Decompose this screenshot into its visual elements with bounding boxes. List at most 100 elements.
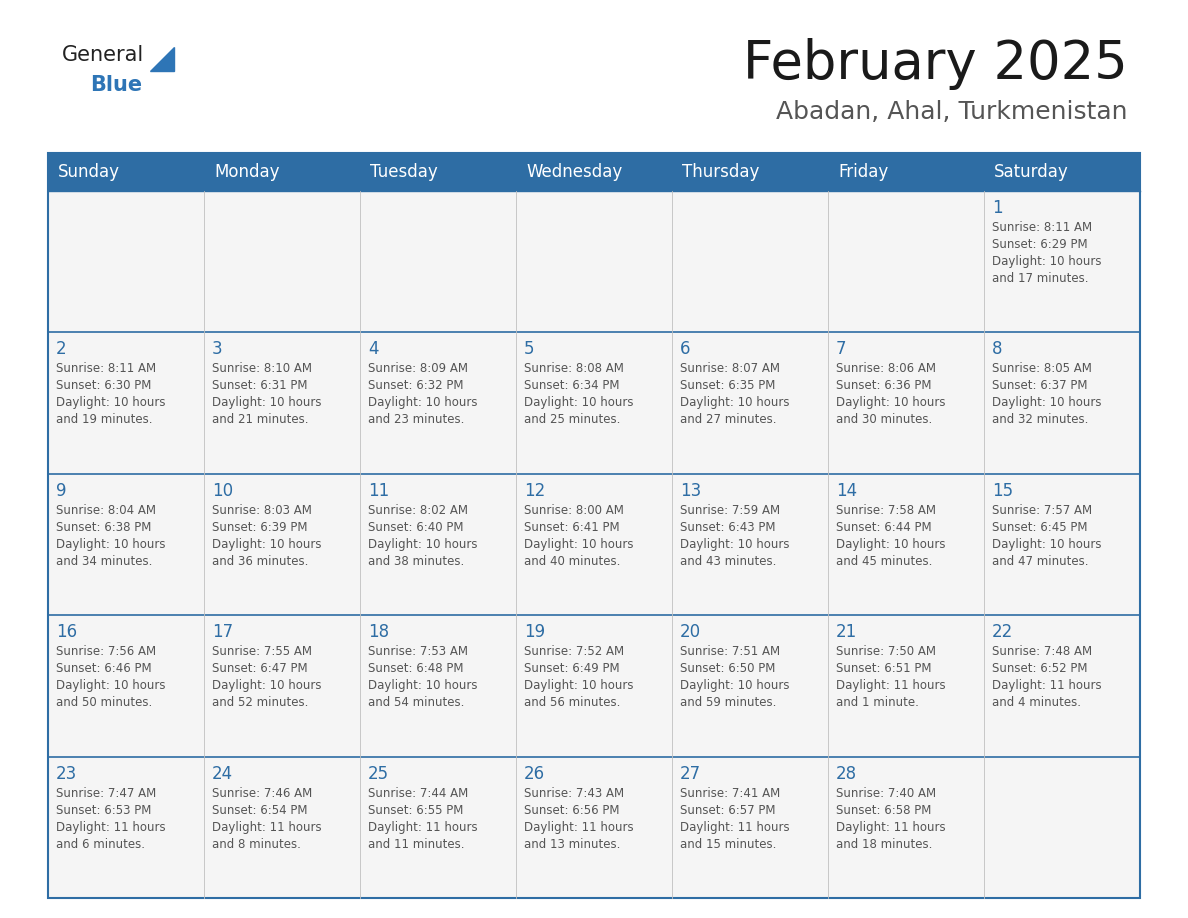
Text: 3: 3 bbox=[211, 341, 222, 358]
Bar bbox=[984, 474, 1140, 615]
Text: 6: 6 bbox=[680, 341, 690, 358]
Text: 27: 27 bbox=[680, 765, 701, 783]
Bar bbox=[984, 756, 1140, 898]
Text: Sunrise: 7:46 AM
Sunset: 6:54 PM
Daylight: 11 hours
and 8 minutes.: Sunrise: 7:46 AM Sunset: 6:54 PM Dayligh… bbox=[211, 787, 322, 851]
Text: 8: 8 bbox=[992, 341, 1003, 358]
Text: 5: 5 bbox=[524, 341, 535, 358]
Text: Sunrise: 7:57 AM
Sunset: 6:45 PM
Daylight: 10 hours
and 47 minutes.: Sunrise: 7:57 AM Sunset: 6:45 PM Dayligh… bbox=[992, 504, 1101, 568]
Text: 21: 21 bbox=[836, 623, 858, 641]
Bar bbox=[204, 332, 360, 474]
Text: Friday: Friday bbox=[838, 163, 889, 181]
Text: 1: 1 bbox=[992, 199, 1003, 217]
Bar bbox=[672, 756, 828, 898]
Text: Saturday: Saturday bbox=[994, 163, 1069, 181]
Bar bbox=[828, 615, 984, 756]
Text: 28: 28 bbox=[836, 765, 857, 783]
Bar bbox=[204, 474, 360, 615]
Text: Abadan, Ahal, Turkmenistan: Abadan, Ahal, Turkmenistan bbox=[777, 100, 1127, 124]
Bar bbox=[360, 474, 516, 615]
Text: Sunrise: 7:51 AM
Sunset: 6:50 PM
Daylight: 10 hours
and 59 minutes.: Sunrise: 7:51 AM Sunset: 6:50 PM Dayligh… bbox=[680, 645, 790, 710]
Text: Sunrise: 8:03 AM
Sunset: 6:39 PM
Daylight: 10 hours
and 36 minutes.: Sunrise: 8:03 AM Sunset: 6:39 PM Dayligh… bbox=[211, 504, 322, 568]
Text: Sunrise: 7:41 AM
Sunset: 6:57 PM
Daylight: 11 hours
and 15 minutes.: Sunrise: 7:41 AM Sunset: 6:57 PM Dayligh… bbox=[680, 787, 790, 851]
Bar bbox=[516, 191, 672, 332]
Text: 20: 20 bbox=[680, 623, 701, 641]
Text: Thursday: Thursday bbox=[682, 163, 759, 181]
Bar bbox=[48, 332, 204, 474]
Text: 25: 25 bbox=[368, 765, 390, 783]
Bar bbox=[204, 756, 360, 898]
Text: 22: 22 bbox=[992, 623, 1013, 641]
Text: Wednesday: Wednesday bbox=[526, 163, 623, 181]
Bar bbox=[516, 756, 672, 898]
Bar bbox=[360, 332, 516, 474]
Text: Sunrise: 8:11 AM
Sunset: 6:30 PM
Daylight: 10 hours
and 19 minutes.: Sunrise: 8:11 AM Sunset: 6:30 PM Dayligh… bbox=[56, 363, 165, 426]
Text: Monday: Monday bbox=[214, 163, 279, 181]
Text: Sunrise: 7:58 AM
Sunset: 6:44 PM
Daylight: 10 hours
and 45 minutes.: Sunrise: 7:58 AM Sunset: 6:44 PM Dayligh… bbox=[836, 504, 946, 568]
Text: 11: 11 bbox=[368, 482, 390, 499]
Text: 16: 16 bbox=[56, 623, 77, 641]
Text: 23: 23 bbox=[56, 765, 77, 783]
Bar bbox=[48, 474, 204, 615]
Text: Sunrise: 7:47 AM
Sunset: 6:53 PM
Daylight: 11 hours
and 6 minutes.: Sunrise: 7:47 AM Sunset: 6:53 PM Dayligh… bbox=[56, 787, 165, 851]
Text: 4: 4 bbox=[368, 341, 379, 358]
Bar bbox=[516, 615, 672, 756]
Bar bbox=[984, 153, 1140, 191]
Text: Sunrise: 8:10 AM
Sunset: 6:31 PM
Daylight: 10 hours
and 21 minutes.: Sunrise: 8:10 AM Sunset: 6:31 PM Dayligh… bbox=[211, 363, 322, 426]
Text: 18: 18 bbox=[368, 623, 390, 641]
Bar bbox=[516, 474, 672, 615]
Bar bbox=[984, 615, 1140, 756]
Bar bbox=[360, 153, 516, 191]
Bar bbox=[360, 191, 516, 332]
Text: Sunrise: 7:52 AM
Sunset: 6:49 PM
Daylight: 10 hours
and 56 minutes.: Sunrise: 7:52 AM Sunset: 6:49 PM Dayligh… bbox=[524, 645, 633, 710]
Bar bbox=[360, 615, 516, 756]
Bar bbox=[828, 153, 984, 191]
Bar bbox=[672, 191, 828, 332]
Text: 14: 14 bbox=[836, 482, 857, 499]
Bar bbox=[828, 756, 984, 898]
Bar bbox=[672, 332, 828, 474]
Bar bbox=[48, 153, 1140, 898]
Text: Sunrise: 8:00 AM
Sunset: 6:41 PM
Daylight: 10 hours
and 40 minutes.: Sunrise: 8:00 AM Sunset: 6:41 PM Dayligh… bbox=[524, 504, 633, 568]
Bar bbox=[48, 153, 204, 191]
Text: Sunrise: 8:09 AM
Sunset: 6:32 PM
Daylight: 10 hours
and 23 minutes.: Sunrise: 8:09 AM Sunset: 6:32 PM Dayligh… bbox=[368, 363, 478, 426]
Text: Sunrise: 8:06 AM
Sunset: 6:36 PM
Daylight: 10 hours
and 30 minutes.: Sunrise: 8:06 AM Sunset: 6:36 PM Dayligh… bbox=[836, 363, 946, 426]
Text: Sunrise: 8:05 AM
Sunset: 6:37 PM
Daylight: 10 hours
and 32 minutes.: Sunrise: 8:05 AM Sunset: 6:37 PM Dayligh… bbox=[992, 363, 1101, 426]
Text: 13: 13 bbox=[680, 482, 701, 499]
Text: Sunrise: 8:08 AM
Sunset: 6:34 PM
Daylight: 10 hours
and 25 minutes.: Sunrise: 8:08 AM Sunset: 6:34 PM Dayligh… bbox=[524, 363, 633, 426]
Bar bbox=[516, 332, 672, 474]
Bar bbox=[828, 332, 984, 474]
Text: 9: 9 bbox=[56, 482, 67, 499]
Text: Sunrise: 7:44 AM
Sunset: 6:55 PM
Daylight: 11 hours
and 11 minutes.: Sunrise: 7:44 AM Sunset: 6:55 PM Dayligh… bbox=[368, 787, 478, 851]
Bar bbox=[48, 191, 204, 332]
Bar bbox=[204, 615, 360, 756]
Text: Sunrise: 7:55 AM
Sunset: 6:47 PM
Daylight: 10 hours
and 52 minutes.: Sunrise: 7:55 AM Sunset: 6:47 PM Dayligh… bbox=[211, 645, 322, 710]
Polygon shape bbox=[150, 47, 173, 71]
Bar bbox=[828, 474, 984, 615]
Text: 2: 2 bbox=[56, 341, 67, 358]
Text: Sunrise: 7:43 AM
Sunset: 6:56 PM
Daylight: 11 hours
and 13 minutes.: Sunrise: 7:43 AM Sunset: 6:56 PM Dayligh… bbox=[524, 787, 633, 851]
Text: Sunday: Sunday bbox=[58, 163, 120, 181]
Text: February 2025: February 2025 bbox=[744, 38, 1127, 90]
Text: 12: 12 bbox=[524, 482, 545, 499]
Text: Sunrise: 7:56 AM
Sunset: 6:46 PM
Daylight: 10 hours
and 50 minutes.: Sunrise: 7:56 AM Sunset: 6:46 PM Dayligh… bbox=[56, 645, 165, 710]
Bar bbox=[48, 615, 204, 756]
Bar bbox=[672, 474, 828, 615]
Text: General: General bbox=[62, 45, 144, 65]
Text: Blue: Blue bbox=[90, 75, 143, 95]
Text: Tuesday: Tuesday bbox=[369, 163, 437, 181]
Bar bbox=[516, 153, 672, 191]
Text: 26: 26 bbox=[524, 765, 545, 783]
Text: 24: 24 bbox=[211, 765, 233, 783]
Text: Sunrise: 8:07 AM
Sunset: 6:35 PM
Daylight: 10 hours
and 27 minutes.: Sunrise: 8:07 AM Sunset: 6:35 PM Dayligh… bbox=[680, 363, 790, 426]
Bar bbox=[984, 191, 1140, 332]
Text: 17: 17 bbox=[211, 623, 233, 641]
Text: Sunrise: 7:53 AM
Sunset: 6:48 PM
Daylight: 10 hours
and 54 minutes.: Sunrise: 7:53 AM Sunset: 6:48 PM Dayligh… bbox=[368, 645, 478, 710]
Text: Sunrise: 7:59 AM
Sunset: 6:43 PM
Daylight: 10 hours
and 43 minutes.: Sunrise: 7:59 AM Sunset: 6:43 PM Dayligh… bbox=[680, 504, 790, 568]
Bar bbox=[672, 153, 828, 191]
Bar bbox=[828, 191, 984, 332]
Text: 7: 7 bbox=[836, 341, 847, 358]
Bar bbox=[48, 756, 204, 898]
Bar bbox=[984, 332, 1140, 474]
Bar bbox=[204, 191, 360, 332]
Bar bbox=[204, 153, 360, 191]
